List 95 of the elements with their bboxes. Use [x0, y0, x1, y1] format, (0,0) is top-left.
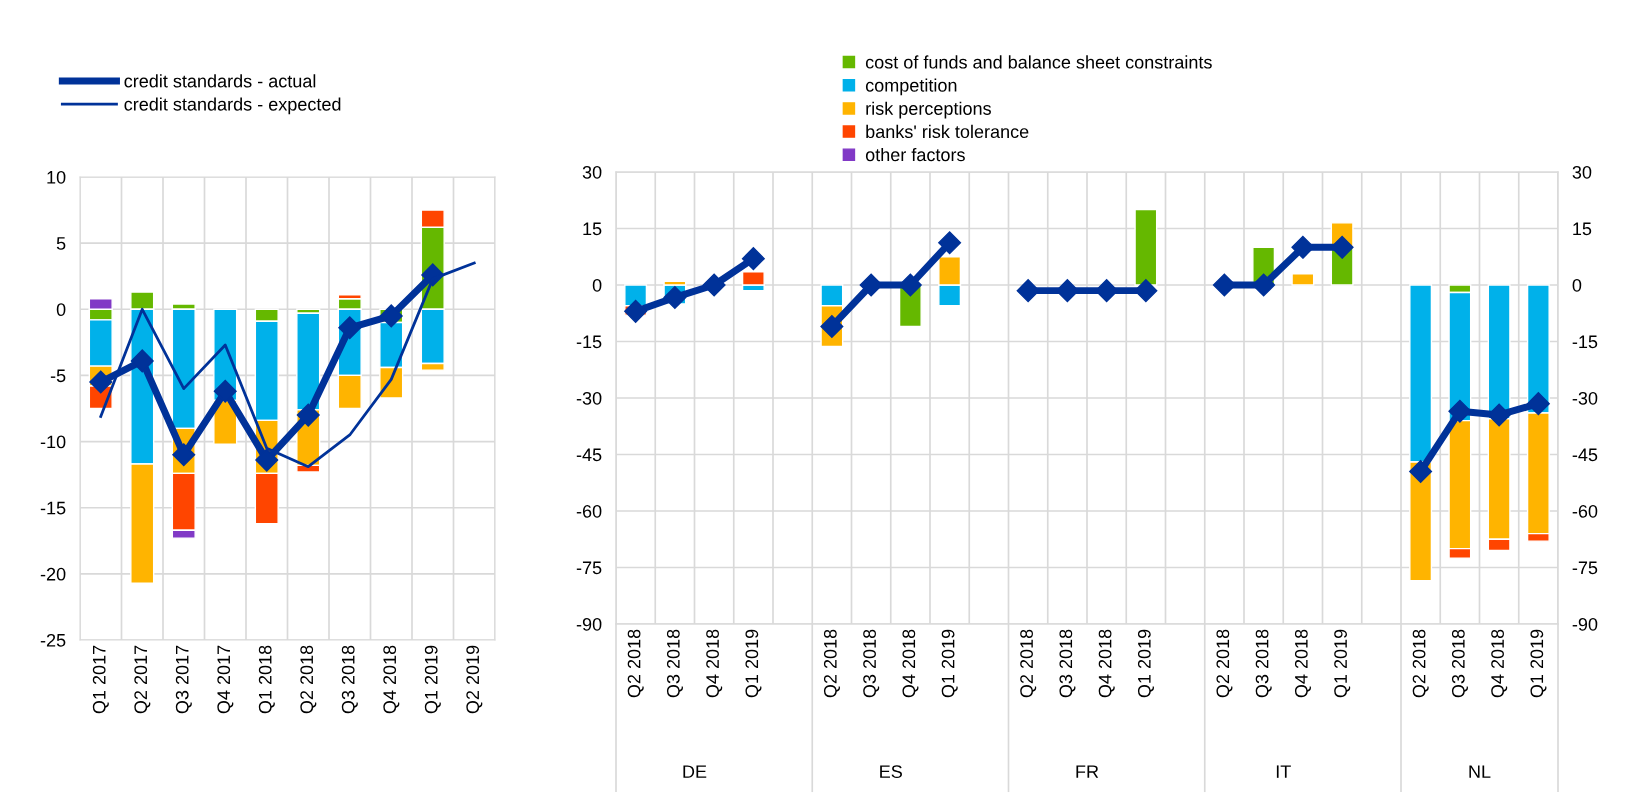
x-tick-label: Q1 2019 [1530, 629, 1547, 698]
y-tick-label: 15 [583, 222, 602, 236]
x-tick-label: Q2 2017 [134, 645, 151, 714]
x-tick-label: Q2 2018 [1412, 629, 1429, 698]
point [1291, 235, 1315, 259]
legend-label: competition [865, 78, 957, 96]
point [1330, 235, 1354, 259]
x-tick-label: Q2 2018 [300, 645, 317, 714]
legend-label: cost of funds and balance sheet constraints [865, 55, 1212, 69]
x-tick-label: Q2 2018 [1020, 629, 1037, 698]
point [1252, 273, 1276, 297]
x-tick-label: Q1 2019 [1137, 629, 1154, 698]
text: FR [1076, 765, 1099, 778]
point [89, 370, 113, 394]
y2-tick-label: -90 [1572, 617, 1598, 631]
bar [1291, 273, 1315, 286]
x-tick-label: Q3 2018 [1255, 629, 1272, 698]
point [1409, 459, 1433, 483]
x-tick-label: Q4 2018 [1294, 629, 1311, 698]
legend-label: risk perceptions [866, 101, 991, 119]
bar [1134, 208, 1158, 286]
y-tick-label: -20 [40, 567, 66, 581]
point [1526, 392, 1550, 416]
x-tick-label: Q1 2019 [745, 629, 762, 698]
y-tick-label: -10 [40, 435, 66, 449]
x-tick-label: Q1 2019 [1334, 629, 1351, 698]
point [702, 273, 726, 297]
y-tick-label: -25 [40, 633, 66, 647]
point [898, 273, 922, 297]
x-tick-label: Q3 2018 [1059, 629, 1076, 698]
y-tick-label: 0 [592, 278, 602, 292]
x-tick-label: Q3 2018 [863, 629, 880, 698]
y-tick-label: 0 [56, 303, 66, 317]
y2-tick-label: -75 [1572, 561, 1598, 575]
x-tick-label: Q4 2018 [1491, 629, 1508, 698]
y-tick-label: -5 [50, 369, 66, 383]
point [1448, 399, 1472, 423]
x-tick-label: Q3 2017 [175, 645, 192, 714]
x-tick-label: Q2 2018 [627, 629, 644, 698]
point [296, 403, 320, 427]
text: IT [1276, 765, 1291, 778]
legend-label: credit standards - actual [124, 74, 316, 88]
text: ES [880, 765, 902, 779]
y2-tick-label: -15 [1572, 335, 1598, 349]
x-tick-label: Q3 2018 [1451, 629, 1468, 698]
x-tick-label: Q1 2018 [258, 645, 275, 714]
legend-label: banks' risk tolerance [866, 124, 1029, 139]
x-tick-label: Q2 2018 [1216, 629, 1233, 698]
point [938, 231, 962, 255]
point [859, 273, 883, 297]
y-tick-label: -30 [576, 391, 602, 405]
x-tick-label: Q2 2019 [466, 645, 483, 714]
point [213, 379, 237, 403]
y2-tick-label: -45 [1572, 448, 1598, 462]
y2-tick-label: 30 [1572, 165, 1592, 179]
y-tick-label: -60 [576, 504, 602, 518]
legend-label: other factors [865, 147, 965, 162]
y2-tick-label: 0 [1572, 278, 1582, 292]
x-tick-label: Q2 2018 [823, 629, 840, 698]
x-tick-label: Q4 2018 [902, 629, 919, 698]
x-tick-label: Q3 2018 [341, 645, 358, 714]
x-tick-label: Q1 2017 [92, 645, 109, 714]
x-tick-label: Q4 2018 [383, 645, 400, 714]
legend-label: credit standards - expected [124, 97, 341, 115]
point [1055, 279, 1079, 303]
x-tick-label: Q1 2019 [941, 629, 958, 698]
x-tick-label: Q4 2018 [706, 629, 723, 698]
y-tick-label: 5 [56, 237, 66, 250]
point [624, 299, 648, 323]
x-tick-label: Q4 2018 [1098, 629, 1115, 698]
point [130, 349, 154, 373]
y2-tick-label: 15 [1573, 222, 1592, 236]
y-tick-label: 10 [47, 170, 66, 184]
y2-tick-label: -30 [1572, 391, 1598, 405]
x-tick-label: Q1 2019 [424, 645, 441, 714]
point [1134, 279, 1158, 303]
y-tick-label: -90 [576, 617, 602, 631]
point [1095, 279, 1119, 303]
text: NL [1469, 765, 1491, 778]
point [1487, 403, 1511, 427]
x-tick-label: Q4 2017 [217, 645, 234, 714]
y-tick-label: 30 [582, 165, 602, 179]
y-tick-label: -45 [576, 448, 602, 462]
y-tick-label: -15 [576, 335, 602, 349]
y-tick-label: -15 [40, 501, 66, 515]
point [1016, 279, 1040, 303]
point [820, 314, 844, 338]
y2-tick-label: -60 [1572, 504, 1598, 518]
point [255, 448, 279, 472]
point [741, 247, 765, 271]
text: DE [683, 765, 707, 778]
x-tick-label: Q3 2018 [666, 629, 683, 698]
point [338, 316, 362, 340]
y-tick-label: -75 [576, 561, 602, 575]
point [1212, 273, 1236, 297]
